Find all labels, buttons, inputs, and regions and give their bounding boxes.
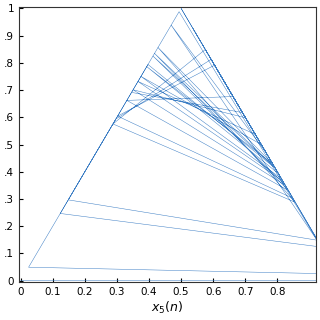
X-axis label: $x_5(n)$: $x_5(n)$ bbox=[151, 300, 184, 316]
